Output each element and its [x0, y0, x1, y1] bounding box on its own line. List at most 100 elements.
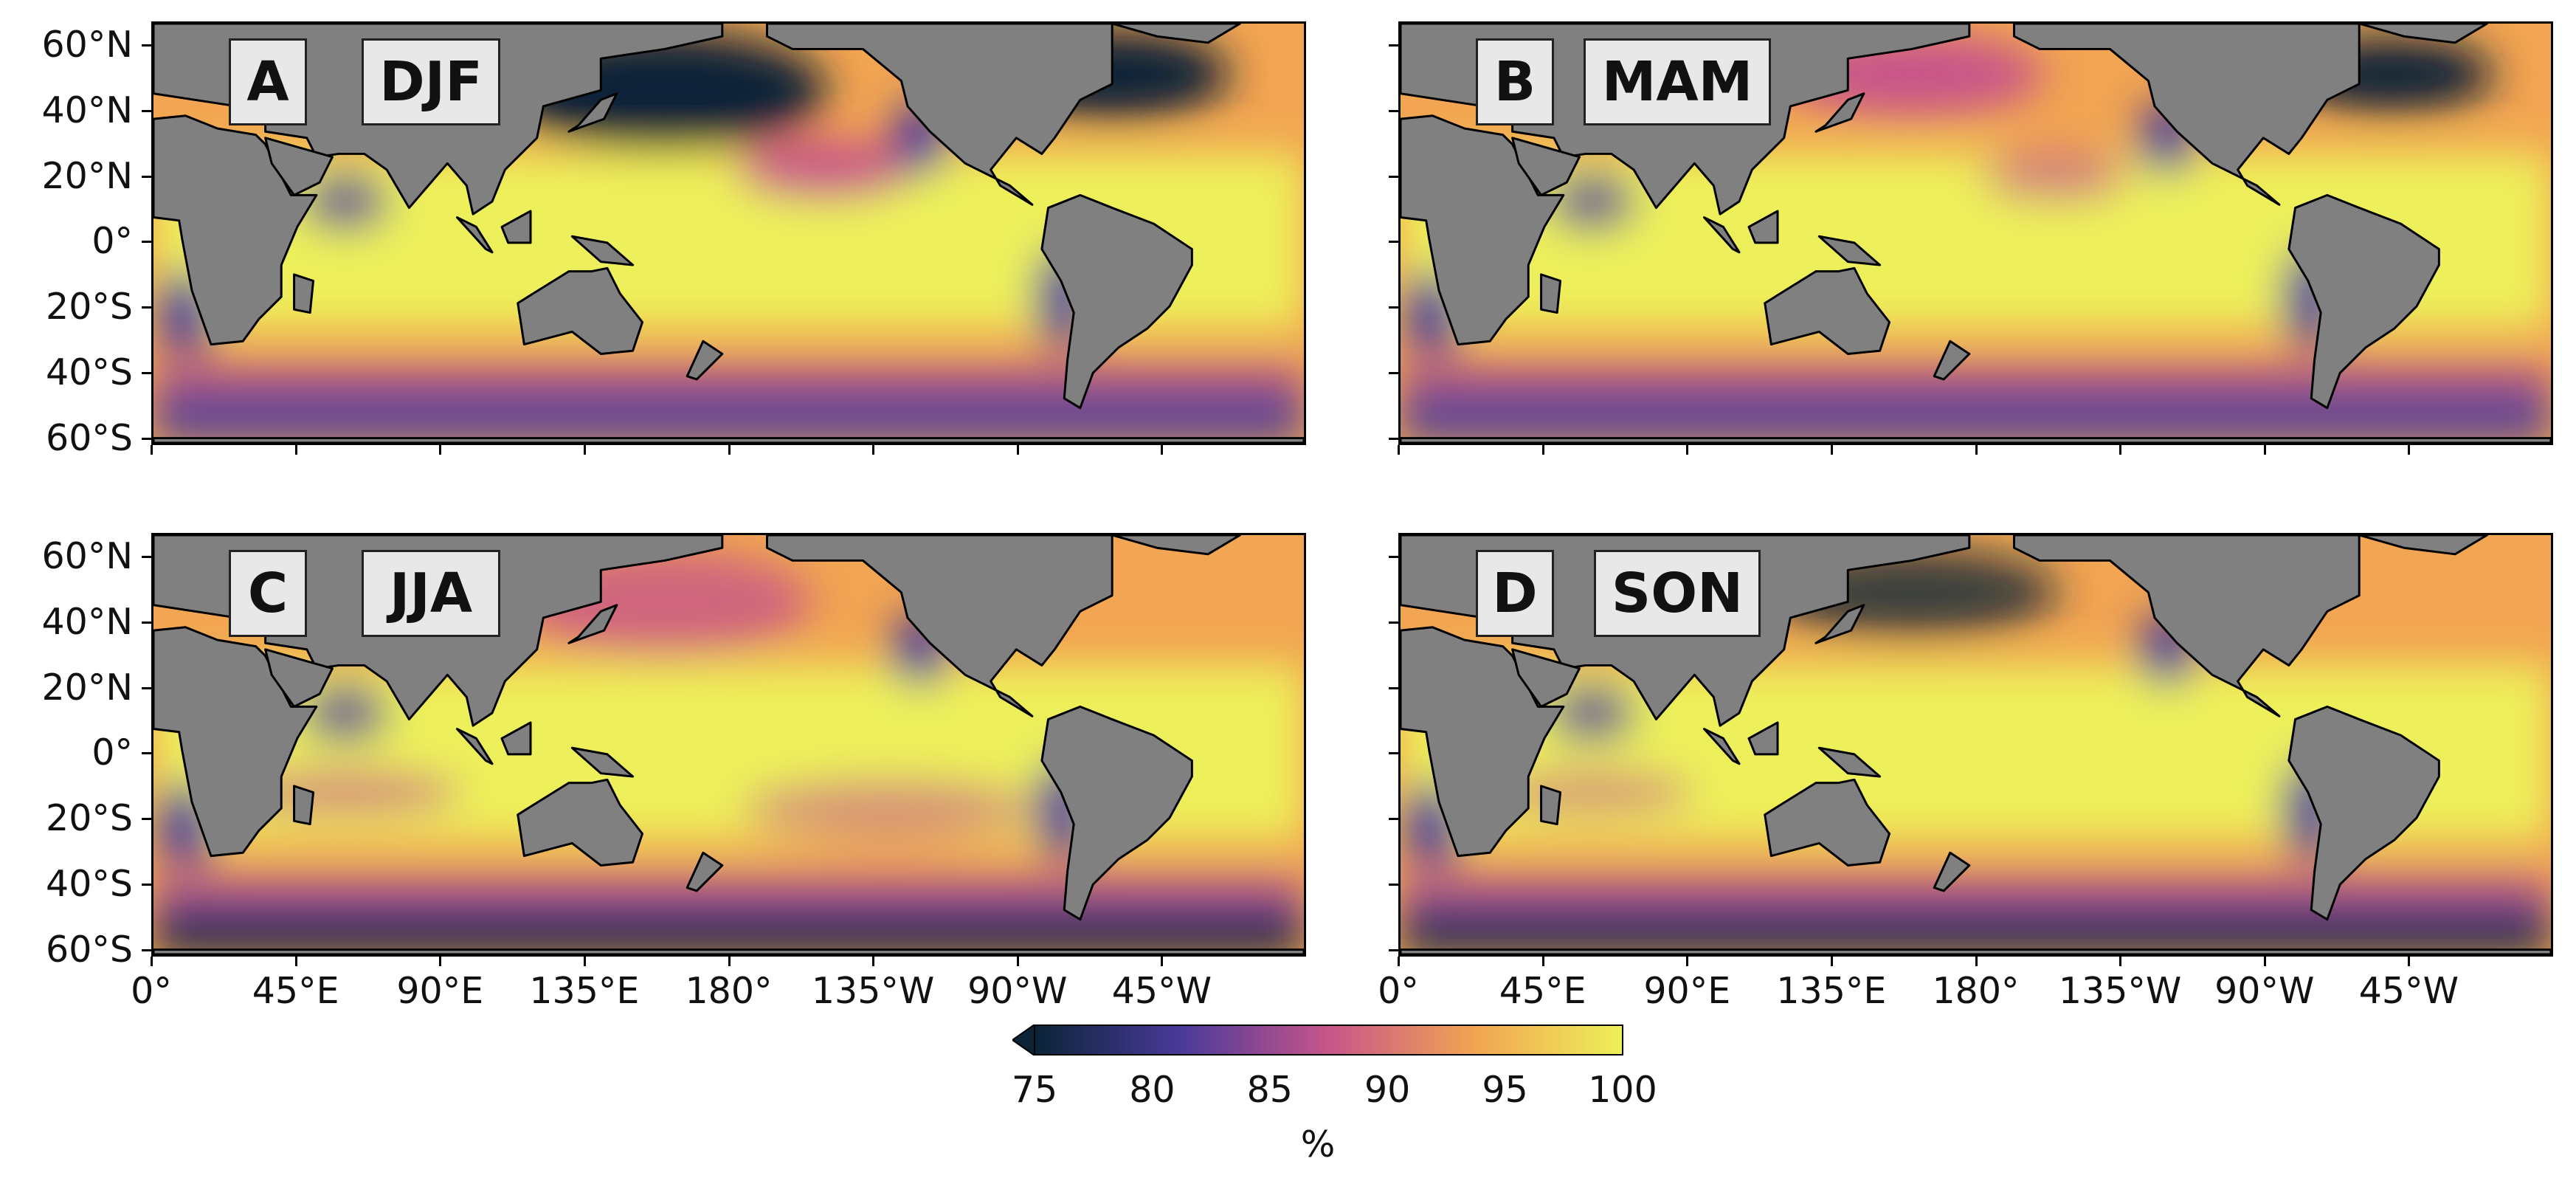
land-mass — [2358, 24, 2488, 44]
land-mass — [1747, 721, 1779, 756]
panel-d: D SON — [1398, 533, 2553, 957]
land-mass — [1111, 24, 1241, 44]
y-tick-mark — [1389, 752, 1398, 755]
y-tick-label: 0° — [91, 220, 133, 263]
y-tick-mark — [142, 241, 151, 244]
x-tick-label: 90°E — [1643, 970, 1731, 1012]
y-tick-mark — [1389, 949, 1398, 952]
y-tick-label: 20°S — [46, 286, 133, 328]
land-mass — [766, 24, 1113, 206]
y-tick-mark — [142, 752, 151, 755]
y-tick-mark — [1389, 241, 1398, 244]
x-tick-label: 135°W — [2058, 970, 2182, 1012]
x-tick-mark — [728, 957, 731, 966]
colorbar-bar — [1034, 1024, 1623, 1055]
land-mass — [264, 137, 334, 196]
x-tick-label: 135°W — [811, 970, 935, 1012]
land-mass — [1817, 746, 1882, 778]
x-tick-mark — [1016, 445, 1019, 455]
ocean-blob — [301, 683, 390, 743]
panel-letter-d: D — [1476, 550, 1554, 637]
ocean-blob — [1982, 150, 2130, 202]
ocean-blob — [741, 779, 1036, 838]
x-tick-mark — [151, 957, 153, 966]
y-tick-label: 40°N — [41, 89, 133, 131]
x-tick-mark — [439, 957, 442, 966]
ocean-blob — [227, 770, 463, 815]
x-tick-label: 180° — [685, 970, 773, 1012]
land-mass — [1401, 437, 2551, 443]
y-tick-mark — [142, 621, 151, 624]
land-mass — [1933, 340, 1971, 381]
y-tick-mark — [1389, 438, 1398, 441]
x-tick-label: 45°E — [1499, 970, 1586, 1012]
y-tick-mark — [1389, 818, 1398, 821]
y-tick-label: 20°N — [41, 666, 133, 709]
land-mass — [500, 721, 532, 756]
y-tick-label: 0° — [91, 731, 133, 774]
y-tick-label: 60°S — [46, 417, 133, 460]
land-mass — [1401, 626, 1565, 858]
land-mass — [293, 785, 315, 826]
y-tick-mark — [1389, 44, 1398, 47]
x-tick-mark — [1541, 445, 1544, 455]
colorbar-tick-label: 95 — [1482, 1069, 1528, 1111]
colorbar-extend-min — [1012, 1024, 1035, 1055]
panel-season-b: MAM — [1584, 38, 1771, 125]
y-tick-mark — [142, 949, 151, 952]
x-tick-mark — [294, 957, 297, 966]
x-tick-mark — [1161, 957, 1164, 966]
ocean-blob — [301, 172, 390, 231]
panel-b: B MAM — [1398, 21, 2553, 445]
x-tick-mark — [2408, 957, 2411, 966]
land-mass — [570, 235, 635, 266]
land-mass — [2287, 705, 2440, 921]
land-mass — [1933, 851, 1971, 892]
x-tick-label: 90°W — [967, 970, 1068, 1012]
x-tick-mark — [2263, 957, 2266, 966]
y-tick-label: 20°N — [41, 154, 133, 197]
map-d — [1401, 535, 2551, 954]
map-a — [153, 24, 1304, 443]
land-mass — [1747, 210, 1779, 244]
panel-letter-c: C — [229, 550, 307, 637]
land-mass — [2013, 24, 2361, 206]
y-tick-mark — [1389, 306, 1398, 309]
x-tick-mark — [1398, 445, 1400, 455]
y-tick-mark — [142, 44, 151, 47]
land-mass — [1764, 778, 1891, 867]
y-tick-mark — [1389, 109, 1398, 112]
colorbar-tick-label: 90 — [1364, 1069, 1411, 1111]
land-mass — [455, 216, 494, 254]
land-mass — [1511, 648, 1581, 708]
x-tick-mark — [1686, 957, 1689, 966]
y-tick-mark — [1389, 884, 1398, 886]
land-mass — [264, 648, 334, 708]
y-tick-mark — [142, 306, 151, 309]
x-tick-mark — [2119, 957, 2122, 966]
y-tick-label: 60°N — [41, 23, 133, 66]
land-mass — [766, 535, 1113, 717]
ocean-blob — [1548, 172, 1637, 231]
land-mass — [1111, 535, 1241, 556]
x-tick-label: 0° — [131, 970, 172, 1012]
colorbar-tick-label: 100 — [1588, 1069, 1657, 1111]
land-mass — [1764, 266, 1891, 355]
x-tick-mark — [1016, 957, 1019, 966]
ocean-band — [1401, 360, 2551, 393]
x-tick-mark — [1541, 957, 1544, 966]
land-mass — [1702, 728, 1741, 765]
x-tick-mark — [1398, 957, 1400, 966]
y-tick-mark — [142, 884, 151, 886]
x-tick-label: 45°W — [2358, 970, 2459, 1012]
land-mass — [2013, 535, 2361, 717]
x-tick-mark — [583, 957, 586, 966]
land-mass — [686, 851, 724, 892]
y-tick-mark — [1389, 175, 1398, 178]
y-tick-label: 60°N — [41, 534, 133, 577]
x-tick-mark — [728, 445, 731, 455]
land-mass — [455, 728, 494, 765]
land-mass — [517, 266, 644, 355]
y-tick-mark — [142, 438, 151, 441]
ocean-band — [153, 872, 1304, 904]
